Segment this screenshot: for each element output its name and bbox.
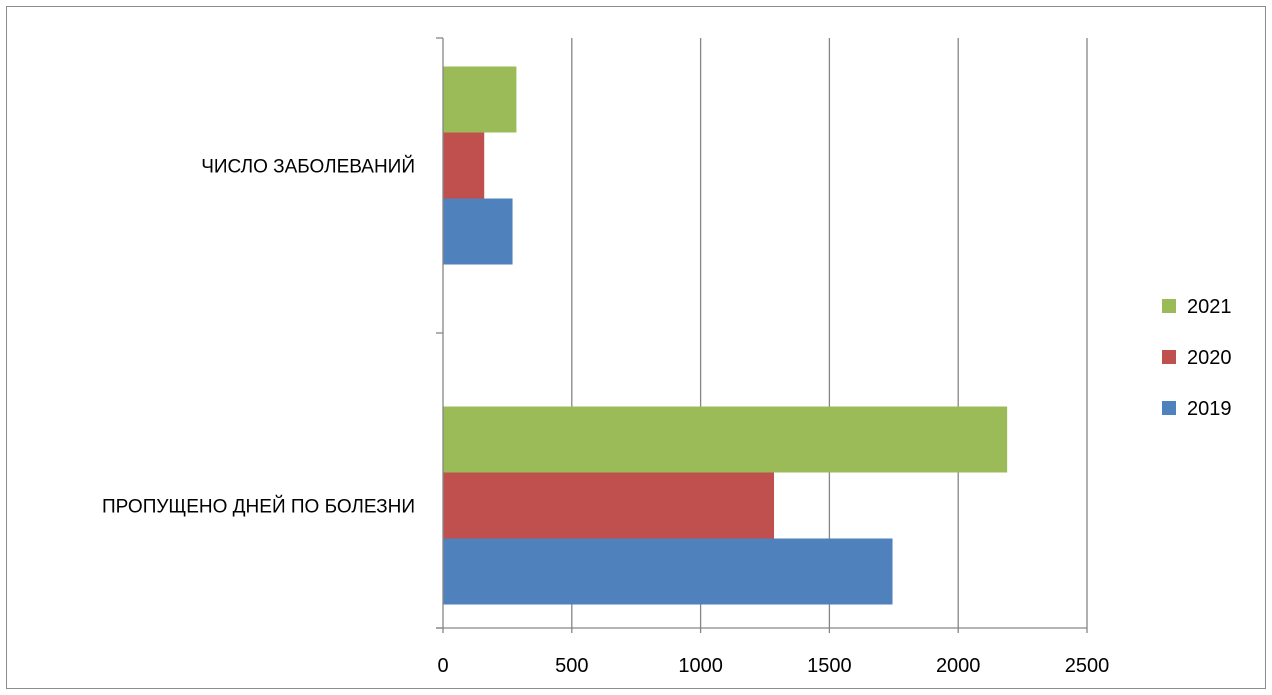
x-tick-label-1500: 1500 — [807, 655, 852, 677]
bar-2020-cat-1 — [443, 472, 775, 539]
bar-2019-cat-0 — [443, 198, 513, 265]
x-tick-label-2000: 2000 — [936, 655, 981, 677]
category-label-1: ПРОПУЩЕНО ДНЕЙ ПО БОЛЕЗНИ — [102, 496, 415, 518]
bar-2021-cat-1 — [443, 406, 1008, 473]
legend-label-2021: 2021 — [1187, 296, 1232, 318]
x-tick-label-2500: 2500 — [1065, 655, 1110, 677]
legend-label-2019: 2019 — [1187, 398, 1232, 420]
bars — [443, 66, 1008, 605]
bar-2021-cat-0 — [443, 66, 517, 133]
legend-swatch-2021 — [1162, 299, 1176, 313]
bar-2019-cat-1 — [443, 538, 893, 605]
legend: 2021 2020 2019 — [1162, 296, 1232, 420]
x-tick-label-0: 0 — [437, 655, 448, 677]
x-tick-label-1000: 1000 — [678, 655, 723, 677]
legend-label-2020: 2020 — [1187, 347, 1232, 369]
legend-swatch-2020 — [1162, 350, 1176, 364]
axes — [436, 37, 1088, 633]
labels: 0 500 1000 1500 2000 2500 ЧИСЛО ЗАБОЛЕВАНИЙ ПРО… — [102, 156, 1109, 678]
x-tick-label-500: 500 — [555, 655, 588, 677]
bar-2020-cat-0 — [443, 132, 485, 199]
category-label-0: ЧИСЛО ЗАБОЛЕВАНИЙ — [201, 156, 415, 178]
legend-swatch-2019 — [1162, 401, 1176, 415]
